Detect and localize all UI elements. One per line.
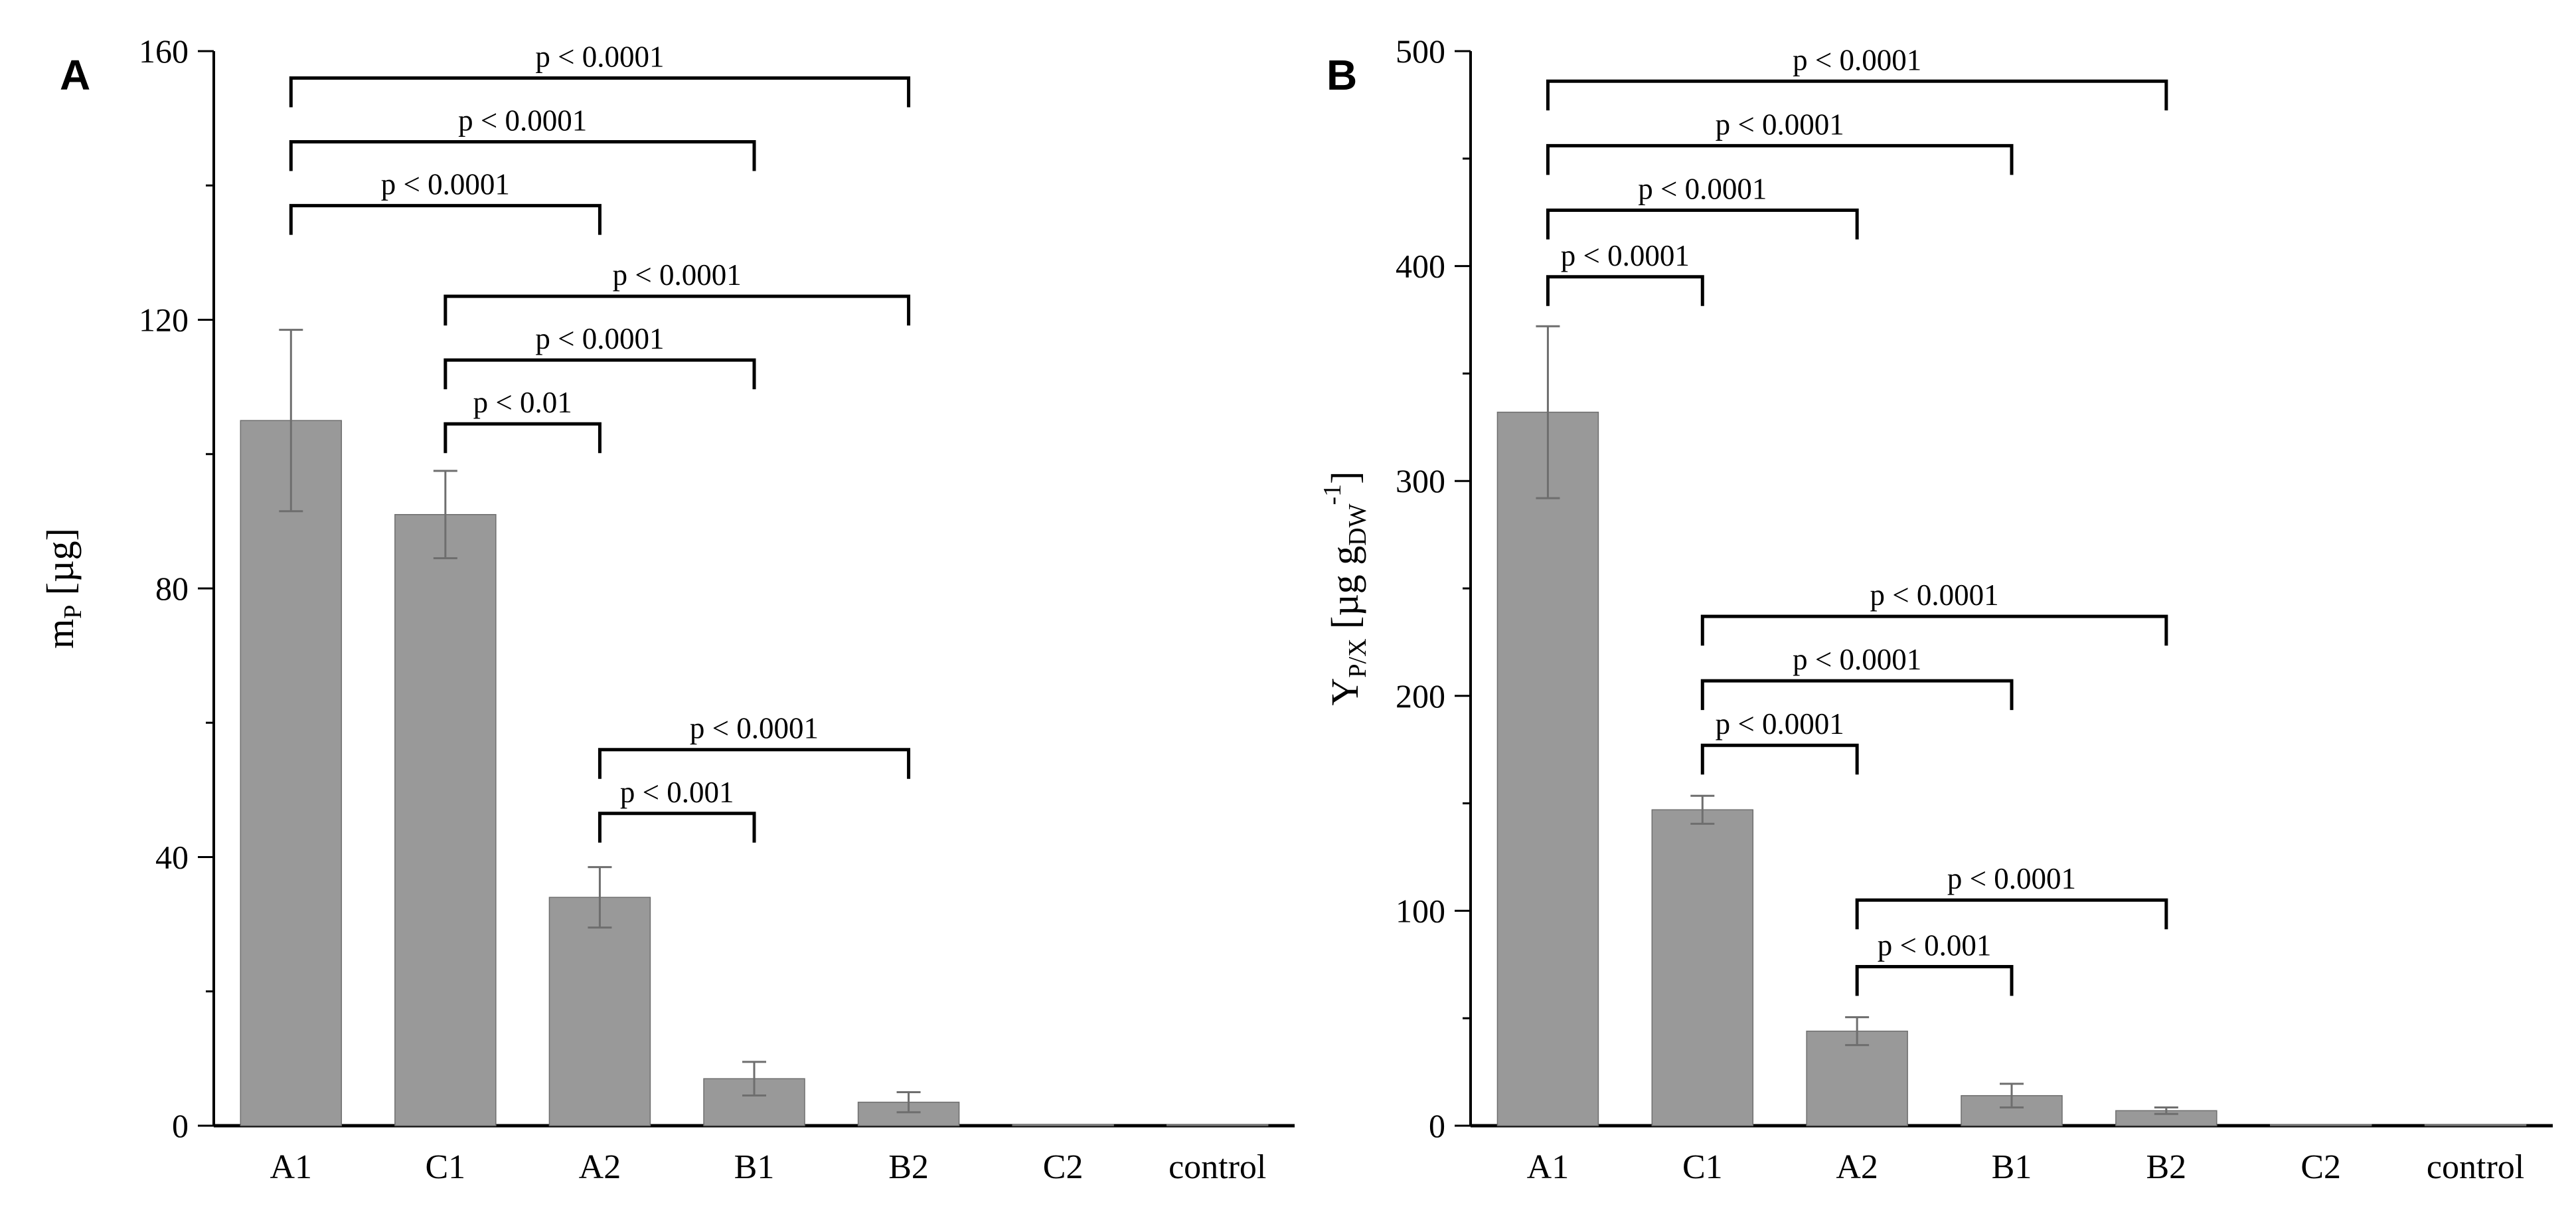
bar-a2: [1806, 1030, 1908, 1126]
p-value-label: p < 0.0001: [613, 258, 742, 292]
bar-c2: [2269, 1124, 2372, 1126]
p-value-label: p < 0.001: [620, 776, 734, 809]
y-tick-label: 0: [1429, 1107, 1445, 1144]
y-tick-label: 160: [139, 33, 189, 70]
p-value-label: p < 0.0001: [458, 104, 587, 137]
x-tick-label: C1: [426, 1148, 466, 1186]
y-tick-label: 400: [1396, 248, 1445, 285]
p-value-label: p < 0.0001: [690, 712, 819, 745]
y-label-main: Y: [1323, 678, 1366, 706]
significance-bracket: [1546, 79, 2168, 111]
y-label-close: ]: [1323, 472, 1366, 484]
x-tick-label: C2: [1043, 1148, 1084, 1186]
bar-a1: [240, 420, 343, 1126]
p-value-label: p < 0.0001: [1793, 43, 1921, 76]
bar-c1: [1651, 809, 1754, 1126]
p-value-label: p < 0.0001: [381, 168, 510, 201]
significance-bracket: [289, 140, 756, 171]
x-tick-label: B2: [888, 1148, 929, 1186]
panel-a: A 0 40 80 120 160 mP [µg] A1 C1 A2 B1 B2 C2 control p …: [39, 33, 1295, 1186]
x-tick-label: B1: [1992, 1148, 2032, 1186]
x-tick-label: A2: [1836, 1148, 1878, 1186]
p-value-label: p < 0.0001: [535, 322, 664, 355]
y-label-unit: [µg]: [39, 528, 82, 605]
y-label-main: m: [39, 619, 82, 649]
significance-bracket: [289, 76, 911, 108]
significance-bracket: [443, 358, 756, 390]
p-value-label: p < 0.0001: [1638, 172, 1767, 205]
p-value-label: p < 0.0001: [1870, 578, 1999, 612]
bar-c1: [394, 514, 497, 1126]
y-label-superscript: -1: [1319, 484, 1346, 505]
y-label-unit: [µg g: [1323, 546, 1366, 639]
x-tick-label: A2: [579, 1148, 621, 1186]
x-tick-label: B1: [734, 1148, 775, 1186]
bar-a1: [1496, 411, 1599, 1126]
y-label-subscript: P/X: [1344, 638, 1372, 677]
significance-bracket: [1855, 898, 2168, 930]
panel-b: B 0 100 200 300 400 500 YP/X [µg gDW-1] A1 C1 A2 B1…: [1319, 33, 2553, 1186]
y-label-subscript: P: [59, 605, 87, 619]
x-tick-label: B2: [2146, 1148, 2187, 1186]
significance-bracket: [598, 812, 756, 843]
panel-letter: B: [1327, 51, 1357, 99]
bar-control: [2424, 1124, 2527, 1126]
x-tick-label: A1: [1527, 1148, 1570, 1186]
p-value-label: p < 0.0001: [1716, 707, 1844, 741]
significance-bracket: [1700, 614, 2168, 646]
significance-bracket: [1546, 208, 1859, 240]
significance-bracket: [1546, 143, 2014, 175]
y-axis-label: YP/X [µg gDW-1]: [1319, 472, 1372, 706]
x-tick-label: C2: [2300, 1148, 2341, 1186]
x-tick-label: control: [2427, 1148, 2524, 1186]
y-tick-label: 80: [155, 570, 189, 607]
p-value-label: p < 0.01: [473, 386, 572, 419]
p-value-label: p < 0.0001: [535, 40, 664, 73]
y-axis-label: mP [µg]: [39, 528, 87, 649]
panel-letter: A: [60, 51, 90, 99]
significance-bracket: [598, 748, 911, 779]
significance-bracket: [1855, 965, 2014, 996]
y-tick-label: 120: [139, 302, 189, 339]
x-tick-label: C1: [1682, 1148, 1723, 1186]
y-tick-label: 40: [155, 839, 189, 876]
y-label-subscript-2: DW: [1344, 503, 1372, 545]
x-tick-label: control: [1168, 1148, 1266, 1186]
significance-bracket: [1700, 743, 1859, 775]
p-value-label: p < 0.0001: [1561, 239, 1690, 272]
significance-bracket: [289, 204, 602, 235]
y-tick-label: 100: [1396, 892, 1445, 929]
y-tick-label: 200: [1396, 677, 1445, 715]
bar-a2: [548, 897, 651, 1126]
significance-bracket: [443, 422, 602, 454]
p-value-label: p < 0.0001: [1793, 643, 1921, 676]
y-tick-label: 0: [172, 1107, 189, 1144]
y-tick-label: 500: [1396, 33, 1445, 70]
x-tick-label: A1: [270, 1148, 313, 1186]
p-value-label: p < 0.001: [1878, 929, 1992, 962]
significance-bracket: [1546, 275, 1704, 306]
significance-bracket: [1700, 679, 2014, 711]
p-value-label: p < 0.0001: [1716, 108, 1844, 141]
bar-control: [1166, 1124, 1269, 1126]
bar-c2: [1012, 1124, 1114, 1126]
significance-bracket: [443, 294, 911, 326]
y-tick-label: 300: [1396, 462, 1445, 499]
p-value-label: p < 0.0001: [1947, 862, 2076, 895]
